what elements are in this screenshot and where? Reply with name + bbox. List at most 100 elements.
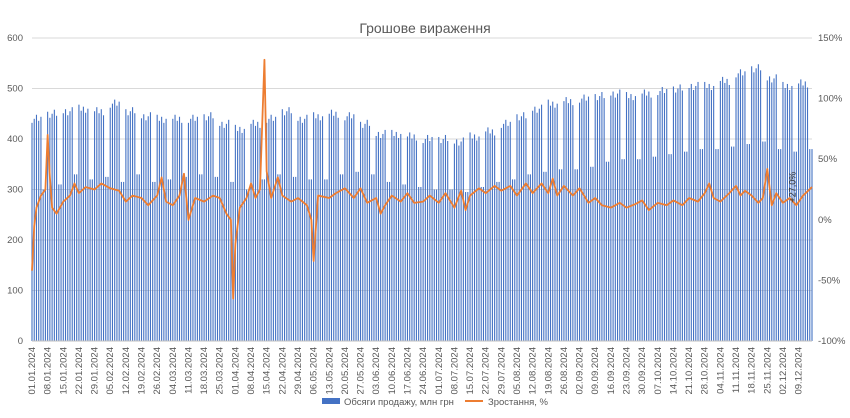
- sales-bar: [44, 189, 46, 341]
- sales-bar: [438, 136, 440, 341]
- x-tick-label: 09.12.2024: [794, 347, 805, 395]
- x-tick-label: 25.11.2024: [762, 347, 773, 394]
- sales-bar: [556, 103, 558, 342]
- sales-bar: [409, 132, 411, 341]
- sales-bar: [795, 151, 797, 342]
- sales-bar: [420, 186, 422, 341]
- sales-bar: [321, 116, 324, 342]
- sales-bar: [234, 124, 236, 341]
- sales-bar: [804, 81, 806, 342]
- sales-bar: [185, 176, 187, 342]
- sales-bar: [482, 186, 485, 341]
- x-tick-label: 01.01.2024: [27, 347, 38, 395]
- sales-bar: [503, 123, 505, 341]
- sales-bar: [811, 149, 813, 341]
- sales-bar: [529, 174, 531, 341]
- sales-bar: [715, 149, 717, 341]
- sales-bar: [514, 179, 516, 341]
- sales-bar: [547, 99, 549, 341]
- sales-bar: [637, 159, 639, 341]
- sales-bar: [670, 154, 672, 341]
- sales-bar: [386, 181, 388, 341]
- sales-bar: [742, 75, 744, 342]
- chart-title: Грошове вираження: [359, 20, 490, 36]
- sales-bar: [221, 121, 223, 341]
- x-tick-label: 24.06.2024: [418, 347, 429, 395]
- sales-bar: [672, 86, 674, 341]
- sales-bar: [326, 179, 328, 341]
- sales-bar: [494, 135, 496, 341]
- sales-bar: [619, 89, 621, 341]
- sales-bar: [693, 90, 695, 341]
- sales-bar: [163, 122, 165, 341]
- sales-bar: [277, 174, 279, 341]
- sales-bar: [427, 134, 429, 341]
- sales-bar: [753, 72, 755, 341]
- sales-bar: [199, 174, 201, 341]
- sales-bar: [136, 174, 138, 341]
- sales-bar: [263, 179, 265, 341]
- sales-bar: [304, 118, 306, 341]
- sales-bar: [621, 159, 623, 341]
- sales-bar: [397, 137, 400, 341]
- x-tick-label: 29.07.2024: [496, 347, 507, 395]
- sales-bar: [632, 100, 634, 341]
- sales-bar: [668, 154, 670, 341]
- sales-bar: [328, 113, 330, 341]
- sales-bar: [648, 91, 650, 341]
- sales-bar: [536, 112, 538, 342]
- sales-bar: [56, 115, 58, 342]
- x-tick-label: 04.03.2024: [168, 347, 179, 395]
- sales-bar: [357, 171, 359, 341]
- annotation-layer: +27,0%: [788, 172, 798, 203]
- sales-bars: [31, 64, 813, 342]
- sales-bar: [351, 118, 353, 341]
- sales-bar: [444, 134, 447, 341]
- y-right-tick-label: 0%: [818, 215, 832, 226]
- sales-bar: [634, 96, 636, 341]
- sales-bar: [187, 122, 189, 341]
- sales-bar: [478, 136, 480, 341]
- y-left-tick-label: 0: [18, 336, 23, 347]
- x-tick-label: 19.02.2024: [137, 347, 148, 395]
- sales-bar: [579, 102, 581, 341]
- sales-bar: [431, 136, 433, 341]
- sales-bar: [505, 119, 507, 341]
- sales-bar: [509, 121, 511, 341]
- sales-bar: [125, 109, 127, 341]
- sales-bar: [697, 81, 699, 341]
- sales-bar: [319, 120, 321, 341]
- legend-line-label: Зростання, %: [488, 397, 548, 408]
- sales-bar: [219, 125, 221, 342]
- sales-bar: [266, 122, 268, 341]
- sales-bar: [413, 134, 415, 341]
- sales-bar: [498, 181, 500, 341]
- sales-bar: [458, 145, 460, 341]
- sales-bar: [728, 84, 730, 341]
- sales-bar: [364, 123, 366, 341]
- sales-bar: [746, 144, 748, 341]
- sales-bar: [686, 151, 688, 342]
- x-tick-label: 23.09.2024: [622, 347, 633, 395]
- sales-bar: [793, 151, 795, 342]
- sales-bar: [690, 83, 692, 341]
- sales-bar: [415, 140, 417, 341]
- sales-bar: [545, 171, 547, 341]
- sales-bar: [129, 111, 131, 341]
- sales-bar: [563, 101, 565, 342]
- sales-bar: [733, 146, 735, 341]
- sales-bar: [424, 139, 426, 341]
- sales-bar: [565, 97, 567, 341]
- right-axis: -100% -50% 0% 50% 100% 150%: [818, 33, 846, 347]
- sales-bar: [523, 112, 525, 341]
- x-tick-label: 14.10.2024: [668, 347, 679, 395]
- sales-bar: [371, 174, 373, 341]
- x-tick-label: 16.09.2024: [606, 347, 617, 395]
- x-tick-label: 12.08.2024: [528, 347, 539, 395]
- sales-bar: [53, 109, 55, 342]
- sales-bar: [538, 108, 540, 341]
- sales-bar: [751, 66, 753, 341]
- x-tick-label: 05.02.2024: [105, 347, 116, 395]
- sales-bar: [525, 118, 527, 341]
- legend-bar-swatch: [322, 398, 340, 404]
